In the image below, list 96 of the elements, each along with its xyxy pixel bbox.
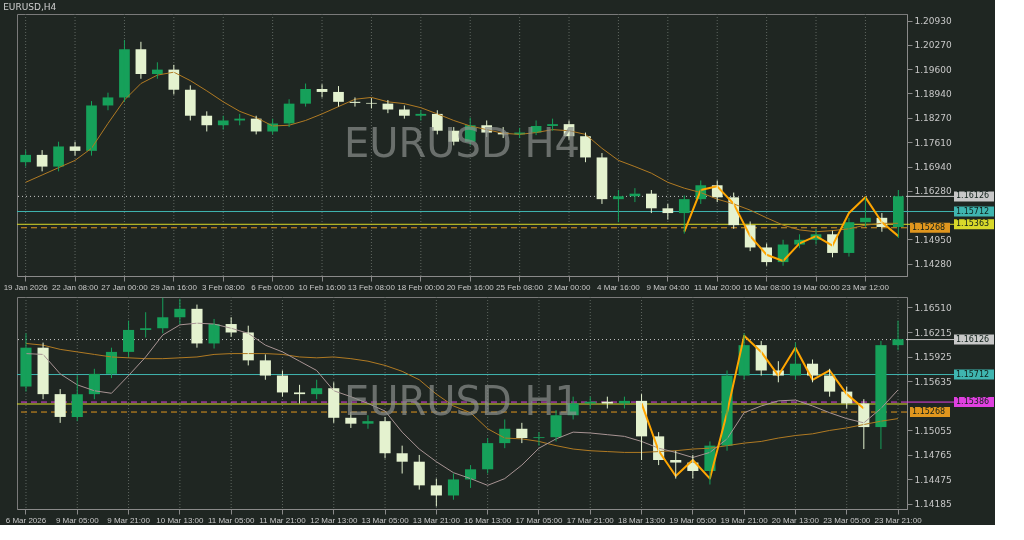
x-tick-label: 16 Mar 08:00 xyxy=(743,282,791,292)
x-tick-label: 17 Mar 05:00 xyxy=(515,515,564,525)
candlestick xyxy=(366,97,377,109)
x-tick-label: 16 Mar 13:00 xyxy=(464,515,512,525)
x-tick-label: 18 Mar 13:00 xyxy=(617,515,666,525)
y-tick-label: 1.14765 xyxy=(914,450,952,461)
ref-line-label: 1.16126 xyxy=(956,191,990,201)
y-tick-label: 1.20270 xyxy=(914,40,952,51)
x-tick-label: 27 Jan 00:00 xyxy=(101,282,149,292)
x-tick-label: 4 Mar 16:00 xyxy=(597,282,641,292)
x-tick-label: 13 Feb 08:00 xyxy=(347,282,396,292)
y-tick-label: 1.14950 xyxy=(914,234,952,245)
candlestick xyxy=(53,141,64,172)
x-tick-label: 20 Mar 13:00 xyxy=(771,515,820,525)
candlestick xyxy=(892,320,904,351)
y-tick-label: 1.15055 xyxy=(914,425,952,436)
y-tick-label: 1.20930 xyxy=(914,16,952,27)
x-tick-label: 10 Mar 13:00 xyxy=(156,515,204,525)
x-tick-label: 11 Mar 20:00 xyxy=(693,282,742,292)
candlestick xyxy=(893,189,904,239)
x-tick-label: 25 Feb 08:00 xyxy=(496,282,544,292)
x-tick-label: 9 Mar 04:00 xyxy=(646,282,690,292)
y-tick-label: 1.14280 xyxy=(914,259,952,270)
candlestick xyxy=(259,353,271,381)
x-tick-label: 17 Mar 21:00 xyxy=(566,515,615,525)
x-tick-label: 19 Jan 2026 xyxy=(3,282,49,292)
candlestick xyxy=(123,320,135,358)
x-tick-label: 20 Feb 16:00 xyxy=(446,282,495,292)
x-tick-label: 23 Mar 21:00 xyxy=(874,515,923,525)
x-tick-label: 23 Mar 12:00 xyxy=(841,282,890,292)
candlestick xyxy=(71,375,83,422)
y-tick-label: 1.16940 xyxy=(914,162,952,173)
x-tick-label: 9 Mar 05:00 xyxy=(55,515,100,525)
candlestick xyxy=(613,189,624,223)
y-tick-label: 1.16215 xyxy=(914,327,952,338)
x-tick-label: 11 Mar 05:00 xyxy=(207,515,255,525)
candlestick xyxy=(333,85,344,108)
annotation: EURUSD H4 xyxy=(343,120,581,166)
ref-line-label: 1.16126 xyxy=(956,334,990,344)
line-series xyxy=(683,185,900,262)
x-tick-label: 6 Mar 2026 xyxy=(5,515,47,525)
x-tick-label: 18 Feb 00:00 xyxy=(397,282,445,292)
candlestick xyxy=(20,149,31,168)
candlestick xyxy=(533,431,545,447)
x-tick-label: 13 Mar 05:00 xyxy=(361,515,410,525)
y-tick-label: 1.15635 xyxy=(914,376,952,387)
candlestick xyxy=(662,203,674,221)
candlestick xyxy=(300,83,311,108)
candlestick xyxy=(789,342,801,381)
y-tick-label: 1.17610 xyxy=(914,137,952,148)
y-tick-label: 1.14475 xyxy=(914,474,952,485)
x-tick-label: 9 Mar 21:00 xyxy=(107,515,151,525)
x-tick-label: 10 Feb 16:00 xyxy=(298,282,347,292)
ref-line-label: 1.15712 xyxy=(956,206,990,216)
x-tick-label: 19 Mar 21:00 xyxy=(720,515,769,525)
y-tick-label: 1.18270 xyxy=(914,113,952,124)
candlestick xyxy=(217,115,229,131)
ref-line-label: 1.15712 xyxy=(956,369,990,379)
candlestick xyxy=(447,473,460,501)
y-tick-label: 1.16280 xyxy=(914,186,952,197)
x-tick-label: 13 Mar 21:00 xyxy=(412,515,461,525)
candlestick xyxy=(670,450,682,480)
x-tick-label: 3 Feb 08:00 xyxy=(201,282,246,292)
y-tick-label: 1.18940 xyxy=(914,88,952,99)
candlestick xyxy=(415,109,427,121)
y-tick-label: 1.14185 xyxy=(914,499,952,510)
candlestick xyxy=(157,297,169,334)
x-tick-label: 11 Mar 21:00 xyxy=(259,515,307,525)
candlestick xyxy=(311,379,323,400)
candlestick xyxy=(678,195,690,235)
candlestick xyxy=(580,132,591,163)
y-tick-label: 1.16510 xyxy=(914,302,952,313)
candlestick xyxy=(399,104,410,120)
candlestick xyxy=(379,416,391,459)
ref-line-label: 1.15268 xyxy=(912,222,946,232)
ref-line-label: 1.15268 xyxy=(912,407,946,417)
x-tick-label: 29 Jan 16:00 xyxy=(150,282,198,292)
candlestick xyxy=(54,388,66,424)
candlestick xyxy=(294,384,306,404)
x-tick-label: 2 Mar 00:00 xyxy=(547,282,591,292)
y-tick-label: 1.19600 xyxy=(914,64,952,75)
candlestick xyxy=(119,39,130,103)
ref-line-label: 1.15363 xyxy=(956,219,990,229)
x-tick-label: 6 Feb 00:00 xyxy=(251,282,295,292)
candlestick xyxy=(184,84,196,121)
candlestick xyxy=(86,100,97,157)
x-tick-label: 19 Mar 00:00 xyxy=(792,282,841,292)
y-tick-label: 1.15925 xyxy=(914,352,952,363)
chart-title: EURUSD,H4 xyxy=(3,1,57,12)
x-tick-label: 22 Jan 08:00 xyxy=(51,282,99,292)
ref-line-label: 1.15386 xyxy=(956,397,990,407)
candlestick xyxy=(140,311,152,339)
x-tick-label: 12 Mar 13:00 xyxy=(310,515,358,525)
x-tick-label: 23 Mar 05:00 xyxy=(823,515,871,525)
x-tick-label: 19 Mar 05:00 xyxy=(669,515,717,525)
candlestick xyxy=(396,445,408,475)
